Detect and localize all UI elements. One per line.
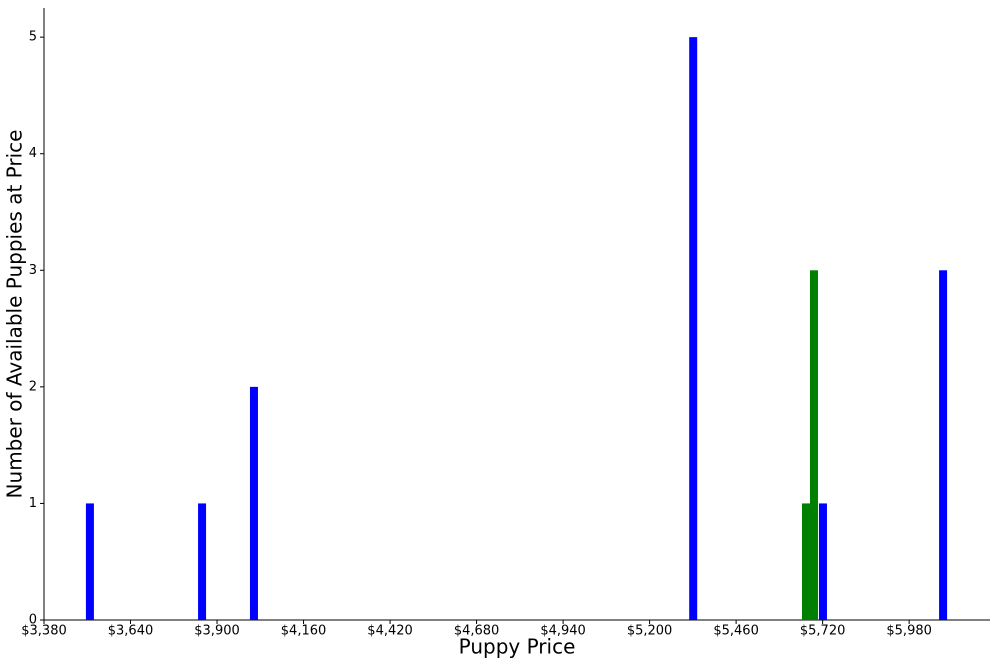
bar: [818, 503, 827, 620]
x-tick-label: $5,200: [627, 624, 673, 639]
x-tick-label: $4,420: [367, 624, 413, 639]
x-tick-label: $4,940: [540, 624, 586, 639]
x-tick-label: $4,160: [281, 624, 327, 639]
bar: [249, 386, 258, 620]
bar: [198, 503, 207, 620]
x-tick-label: $3,640: [108, 624, 154, 639]
y-tick-label: 5: [29, 30, 37, 45]
x-tick-label: $3,900: [194, 624, 240, 639]
x-tick-label: $5,980: [886, 624, 932, 639]
bar: [939, 270, 948, 620]
x-tick-label: $5,460: [713, 624, 759, 639]
bar: [85, 503, 94, 620]
y-tick-label: 2: [29, 379, 37, 394]
y-tick-label: 3: [29, 263, 37, 278]
x-axis-title: Puppy Price: [459, 635, 576, 659]
x-tick-label: $3,380: [21, 624, 67, 639]
y-tick-label: 4: [29, 146, 37, 161]
y-axis-title: Number of Available Puppies at Price: [3, 130, 27, 499]
bar: [801, 503, 810, 620]
x-tick-label: $4,680: [454, 624, 500, 639]
y-tick-label: 1: [29, 496, 37, 511]
bar: [809, 270, 818, 620]
bar: [689, 37, 698, 620]
x-tick-label: $5,720: [800, 624, 846, 639]
y-tick-label: 0: [29, 613, 37, 628]
